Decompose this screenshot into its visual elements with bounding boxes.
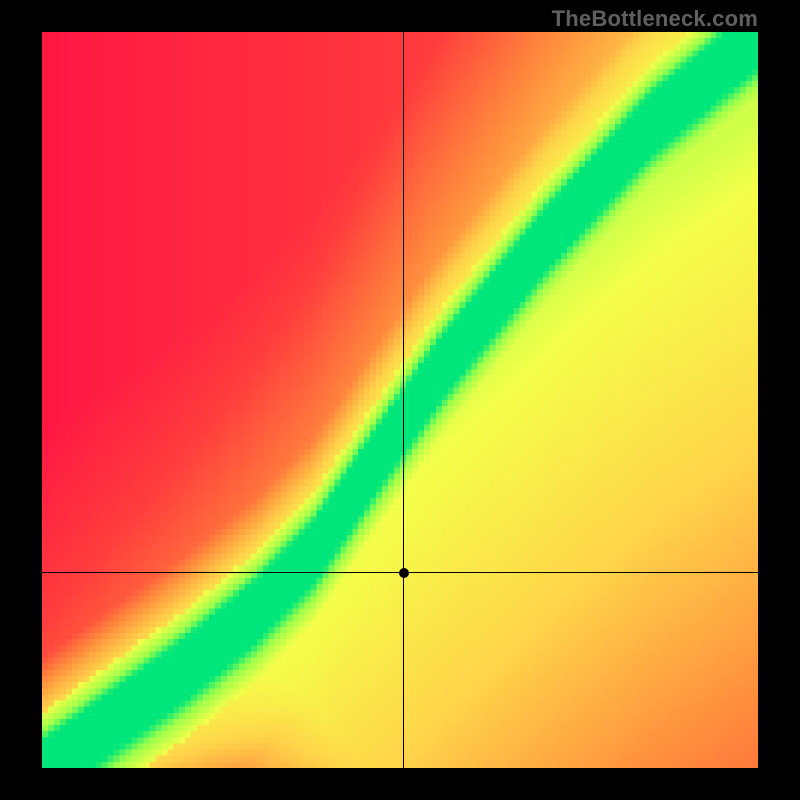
watermark-label: TheBottleneck.com <box>552 6 758 32</box>
crosshair-marker <box>399 568 409 578</box>
crosshair-vertical <box>403 32 404 768</box>
heatmap-plot <box>42 32 758 768</box>
chart-frame: TheBottleneck.com <box>0 0 800 800</box>
heatmap-canvas <box>42 32 758 768</box>
